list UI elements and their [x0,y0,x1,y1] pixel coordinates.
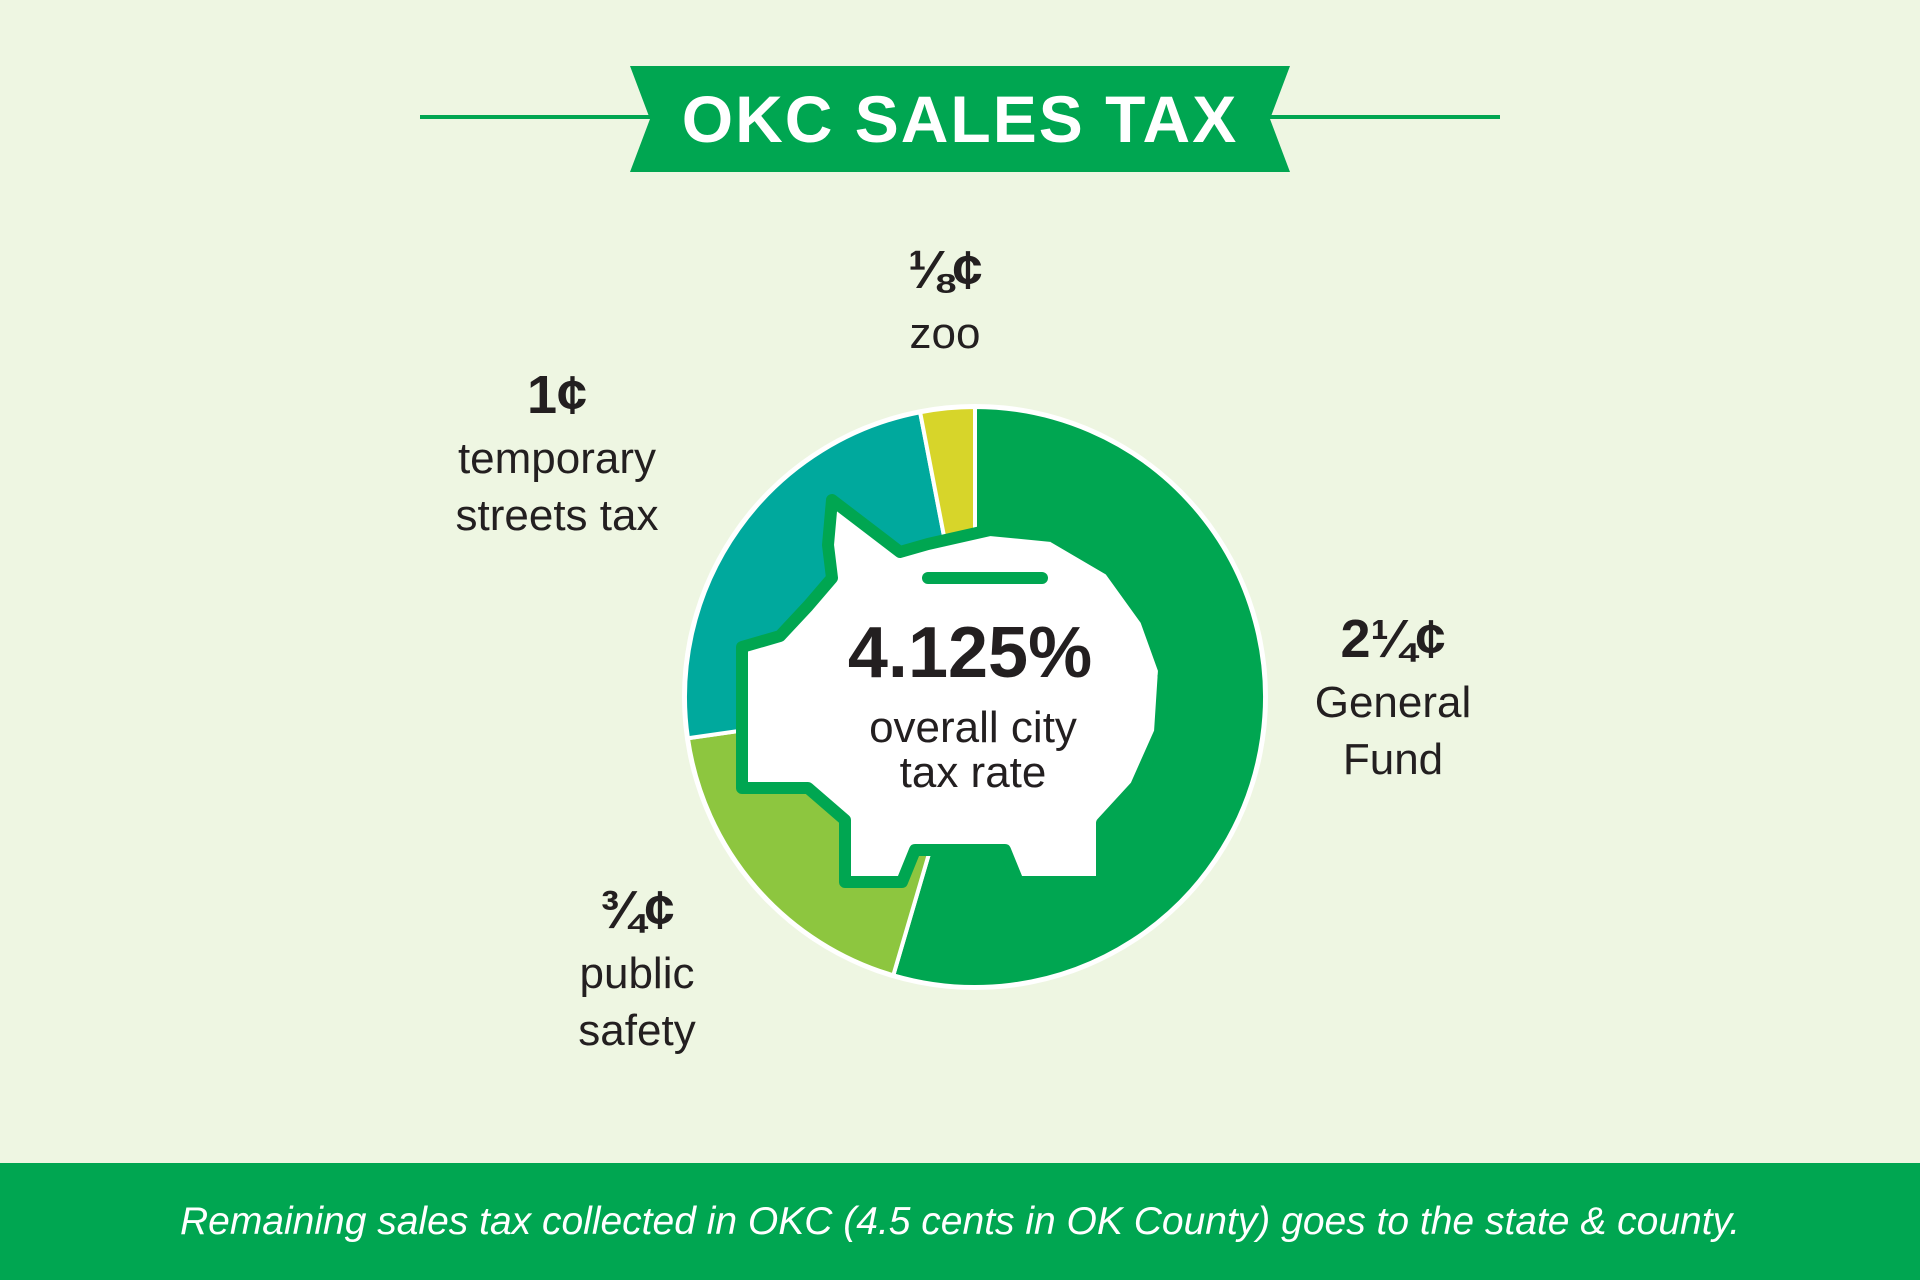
sales-tax-donut-chart: 4.125% overall city tax rate 2¼¢ General F… [456,240,1472,1055]
amount-temporary-streets-tax: 1¢ [527,365,587,425]
label-general-fund: 2¼¢ General Fund [1315,609,1472,784]
banner-rule-right [1265,115,1500,119]
banner-ribbon-shape [630,66,1290,172]
piggy-bank-icon [736,494,1221,888]
page-title: OKC SALES TAX [681,82,1239,156]
label-line-general-fund-2: Fund [1343,735,1443,784]
label-zoo: ⅛¢ zoo [907,240,982,358]
banner-rule-left [420,115,655,119]
amount-zoo: ⅛¢ [907,240,982,300]
label-line-public-safety-1: public [580,949,695,998]
center-caption-line-2: tax rate [900,748,1047,797]
footer-note: Remaining sales tax collected in OKC (4.… [179,1199,1741,1243]
title-banner: OKC SALES TAX [630,66,1290,172]
label-public-safety: ¾¢ public safety [578,880,695,1055]
label-line-zoo-1: zoo [910,309,981,358]
footer-banner: Remaining sales tax collected in OKC (4.… [0,1163,1920,1280]
amount-public-safety: ¾¢ [599,880,674,940]
slice-labels: 2¼¢ General Fund ¾¢ public safety 1¢ temporary s… [456,240,1472,1055]
label-temporary-streets-tax: 1¢ temporary streets tax [456,365,659,540]
label-line-temporary-streets-tax-2: streets tax [456,491,659,540]
center-rate: 4.125% [848,613,1092,693]
label-line-public-safety-2: safety [578,1006,695,1055]
center-caption-line-1: overall city [869,703,1077,752]
amount-general-fund: 2¼¢ [1340,609,1445,669]
label-line-general-fund-1: General [1315,678,1472,727]
label-line-temporary-streets-tax-1: temporary [458,434,656,483]
